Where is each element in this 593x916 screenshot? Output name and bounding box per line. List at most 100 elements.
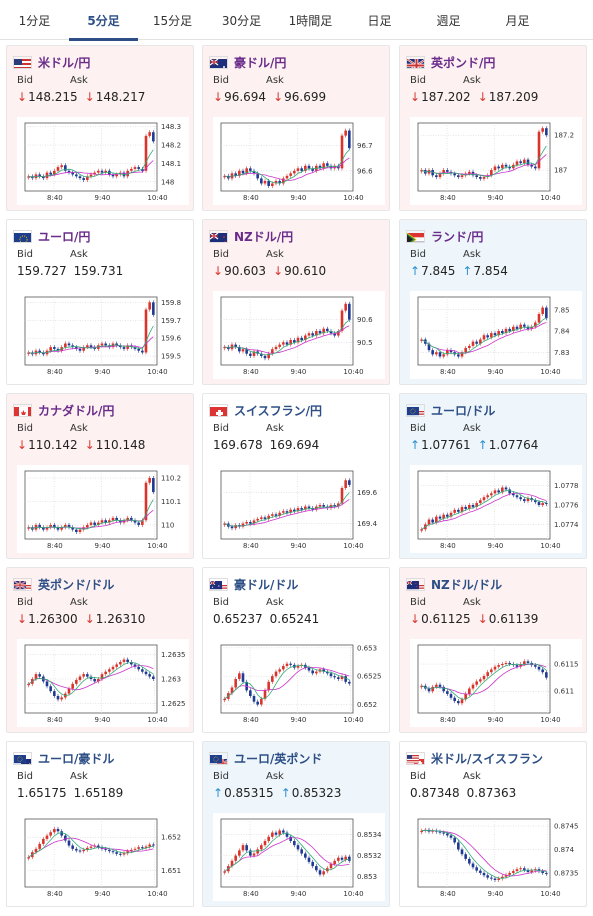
bid-value: ↑7.845	[410, 264, 456, 278]
candle	[126, 343, 129, 351]
price-chart[interactable]: 148.3 148.2 148.1 148 8:40 9:40 10:40	[17, 117, 189, 205]
price-chart[interactable]: 7.85 7.84 7.83 8:40 9:40 10:40	[410, 291, 582, 379]
rate-card[interactable]: ユーロ/ドル Bid Ask ↑1.07761 ↑1.07764 1.0778 1.0776…	[399, 393, 587, 559]
bid-ask-labels: Bid Ask	[213, 75, 284, 86]
y-tick-label: 148.1	[161, 160, 181, 168]
candle	[530, 324, 533, 331]
candle	[144, 133, 148, 173]
candle	[545, 305, 548, 321]
rate-card[interactable]: ユーロ/豪ドル Bid Ask 1.65175 1.65189 1.652 1.651 8:4…	[6, 741, 194, 907]
tab-6[interactable]: 週足	[436, 13, 461, 28]
rate-card[interactable]: 英ポンド/円 Bid Ask ↓187.202 ↓187.209 187.2 187 8:40…	[399, 45, 587, 211]
candle	[530, 162, 533, 169]
pair-name[interactable]: ランド/円	[431, 229, 484, 244]
tab-7[interactable]: 月足	[505, 13, 530, 28]
price-chart[interactable]: 1.0778 1.0776 1.0774 8:40 9:40 10:40	[410, 465, 582, 553]
pair-name[interactable]: ユーロ/英ポンド	[234, 751, 323, 766]
rate-card[interactable]: ユーロ/円 Bid Ask 159.727 159.731 159.8 159.7 159.6…	[6, 219, 194, 385]
price-chart[interactable]: 187.2 187 8:40 9:40 10:40	[410, 117, 582, 205]
price-chart[interactable]: 0.8745 0.874 0.8735 8:40 9:40 10:40	[410, 813, 582, 901]
pair-title-link[interactable]: NZドル/円	[209, 228, 293, 244]
rate-card[interactable]: 米ドル/円 Bid Ask ↓148.215 ↓148.217 148.3 148.2 148…	[6, 45, 194, 211]
candle	[130, 515, 133, 523]
pair-title-link[interactable]: ランド/円	[406, 228, 483, 244]
rate-card[interactable]: ランド/円 Bid Ask ↑7.845 ↑7.854 7.85 7.84 7.83 8:40 9…	[399, 219, 587, 385]
pair-title-link[interactable]: 英ポンド/ドル	[13, 576, 114, 592]
pair-name[interactable]: 米ドル/円	[38, 55, 91, 70]
rate-card[interactable]: スイスフラン/円 Bid Ask 169.678 169.694 169.6 169.4 8:…	[202, 393, 390, 559]
pair-name[interactable]: 英ポンド/ドル	[38, 577, 115, 592]
price-chart[interactable]: 169.6 169.4 8:40 9:40 10:40	[213, 465, 385, 553]
candle	[337, 501, 340, 509]
pair-title-link[interactable]: 豪ドル/ドル	[209, 576, 298, 592]
pair-title-link[interactable]: カナダドル/円	[13, 402, 114, 418]
candle	[315, 669, 318, 676]
ask-value: ↓96.699	[273, 90, 327, 104]
candle	[234, 342, 237, 349]
moving-average-line	[28, 662, 154, 696]
rate-card[interactable]: NZドル/ドル Bid Ask ↓0.61125 ↓0.61139 0.6115 0.611…	[399, 567, 587, 733]
candle	[293, 838, 296, 848]
candle	[519, 495, 522, 502]
bid-label: Bid	[213, 597, 229, 608]
rate-card[interactable]: NZドル/円 Bid Ask ↓90.603 ↓90.610 90.6 90.5 8:40 9:…	[202, 219, 390, 385]
tab-5[interactable]: 日足	[367, 13, 392, 28]
rate-card[interactable]: 米ドル/スイスフラン Bid Ask 0.87348 0.87363 0.8745 0.87…	[399, 741, 587, 907]
tab-3[interactable]: 30分足	[221, 13, 262, 28]
price-chart[interactable]: 0.653 0.6525 0.652 8:40 9:40 10:40	[213, 639, 385, 727]
candle	[223, 521, 226, 527]
pair-name[interactable]: ユーロ/ドル	[431, 403, 496, 418]
candle	[152, 300, 155, 317]
candle	[530, 868, 533, 875]
price-chart[interactable]: 159.8 159.7 159.6 159.5 8:40 9:40 10:40	[17, 291, 189, 379]
pair-name[interactable]: NZドル/ドル	[431, 577, 503, 592]
pair-name[interactable]: カナダドル/円	[38, 403, 115, 418]
moving-average-line	[28, 499, 154, 530]
price-chart[interactable]: 0.8534 0.8532 0.853 8:40 9:40 10:40	[213, 813, 385, 901]
pair-name[interactable]: スイスフラン/円	[234, 403, 323, 418]
pair-name[interactable]: ユーロ/円	[38, 229, 91, 244]
tab-4[interactable]: 1時間足	[288, 13, 333, 28]
tab-1[interactable]: 5分足	[69, 0, 138, 41]
candle	[71, 343, 74, 350]
pair-title-link[interactable]: ユーロ/英ポンド	[209, 750, 322, 766]
pair-title-link[interactable]: ユーロ/円	[13, 228, 90, 244]
rate-card[interactable]: カナダドル/円 Bid Ask ↓110.142 ↓110.148 110.2 110.1 1…	[6, 393, 194, 559]
price-chart[interactable]: 90.6 90.5 8:40 9:40 10:40	[213, 291, 385, 379]
y-tick-label: 159.5	[161, 353, 181, 361]
price-chart[interactable]: 1.2635 1.263 1.2625 8:40 9:40 10:40	[17, 639, 189, 727]
pair-title-link[interactable]: NZドル/ドル	[406, 576, 502, 592]
rate-card[interactable]: 英ポンド/ドル Bid Ask ↓1.26300 ↓1.26310 1.2635 1.263…	[6, 567, 194, 733]
pair-title-link[interactable]: 米ドル/円	[13, 54, 90, 70]
candle	[238, 848, 241, 858]
pair-title-link[interactable]: ユーロ/豪ドル	[13, 750, 114, 766]
rate-card[interactable]: 豪ドル/円 Bid Ask ↓96.694 ↓96.699 96.7 96.6 8:40 9:4…	[202, 45, 390, 211]
pair-name[interactable]: 米ドル/スイスフラン	[431, 751, 544, 766]
pair-name[interactable]: 英ポンド/円	[431, 55, 496, 70]
tab-2[interactable]: 15分足	[152, 13, 193, 28]
x-tick-label: 8:40	[243, 890, 259, 898]
pair-title-link[interactable]: ユーロ/ドル	[406, 402, 495, 418]
candle	[537, 311, 541, 325]
candle	[267, 679, 270, 693]
ask-value: ↓148.217	[84, 90, 146, 104]
price-chart[interactable]: 96.7 96.6 8:40 9:40 10:40	[213, 117, 385, 205]
pair-title-link[interactable]: スイスフラン/円	[209, 402, 322, 418]
pair-name[interactable]: NZドル/円	[234, 229, 294, 244]
pair-title-link[interactable]: 米ドル/スイスフラン	[406, 750, 543, 766]
candle	[148, 300, 151, 312]
candle	[148, 672, 151, 679]
rate-card[interactable]: 豪ドル/ドル Bid Ask 0.65237 0.65241 0.653 0.6525 0.6…	[202, 567, 390, 733]
pair-title-link[interactable]: 英ポンド/円	[406, 54, 495, 70]
tab-0[interactable]: 1分足	[18, 13, 51, 28]
pair-title-link[interactable]: 豪ドル/円	[209, 54, 286, 70]
pair-name[interactable]: 豪ドル/ドル	[234, 577, 299, 592]
price-chart[interactable]: 110.2 110.1 110 8:40 9:40 10:40	[17, 465, 189, 553]
price-chart[interactable]: 1.652 1.651 8:40 9:40 10:40	[17, 813, 189, 901]
candle	[144, 307, 148, 355]
pair-name[interactable]: 豪ドル/円	[234, 55, 287, 70]
price-chart[interactable]: 0.6115 0.611 8:40 9:40 10:40	[410, 639, 582, 727]
pair-name[interactable]: ユーロ/豪ドル	[38, 751, 115, 766]
candle	[333, 674, 336, 680]
rate-card[interactable]: ユーロ/英ポンド Bid Ask ↑0.85315 ↑0.85323 0.8534 0.85…	[202, 741, 390, 907]
